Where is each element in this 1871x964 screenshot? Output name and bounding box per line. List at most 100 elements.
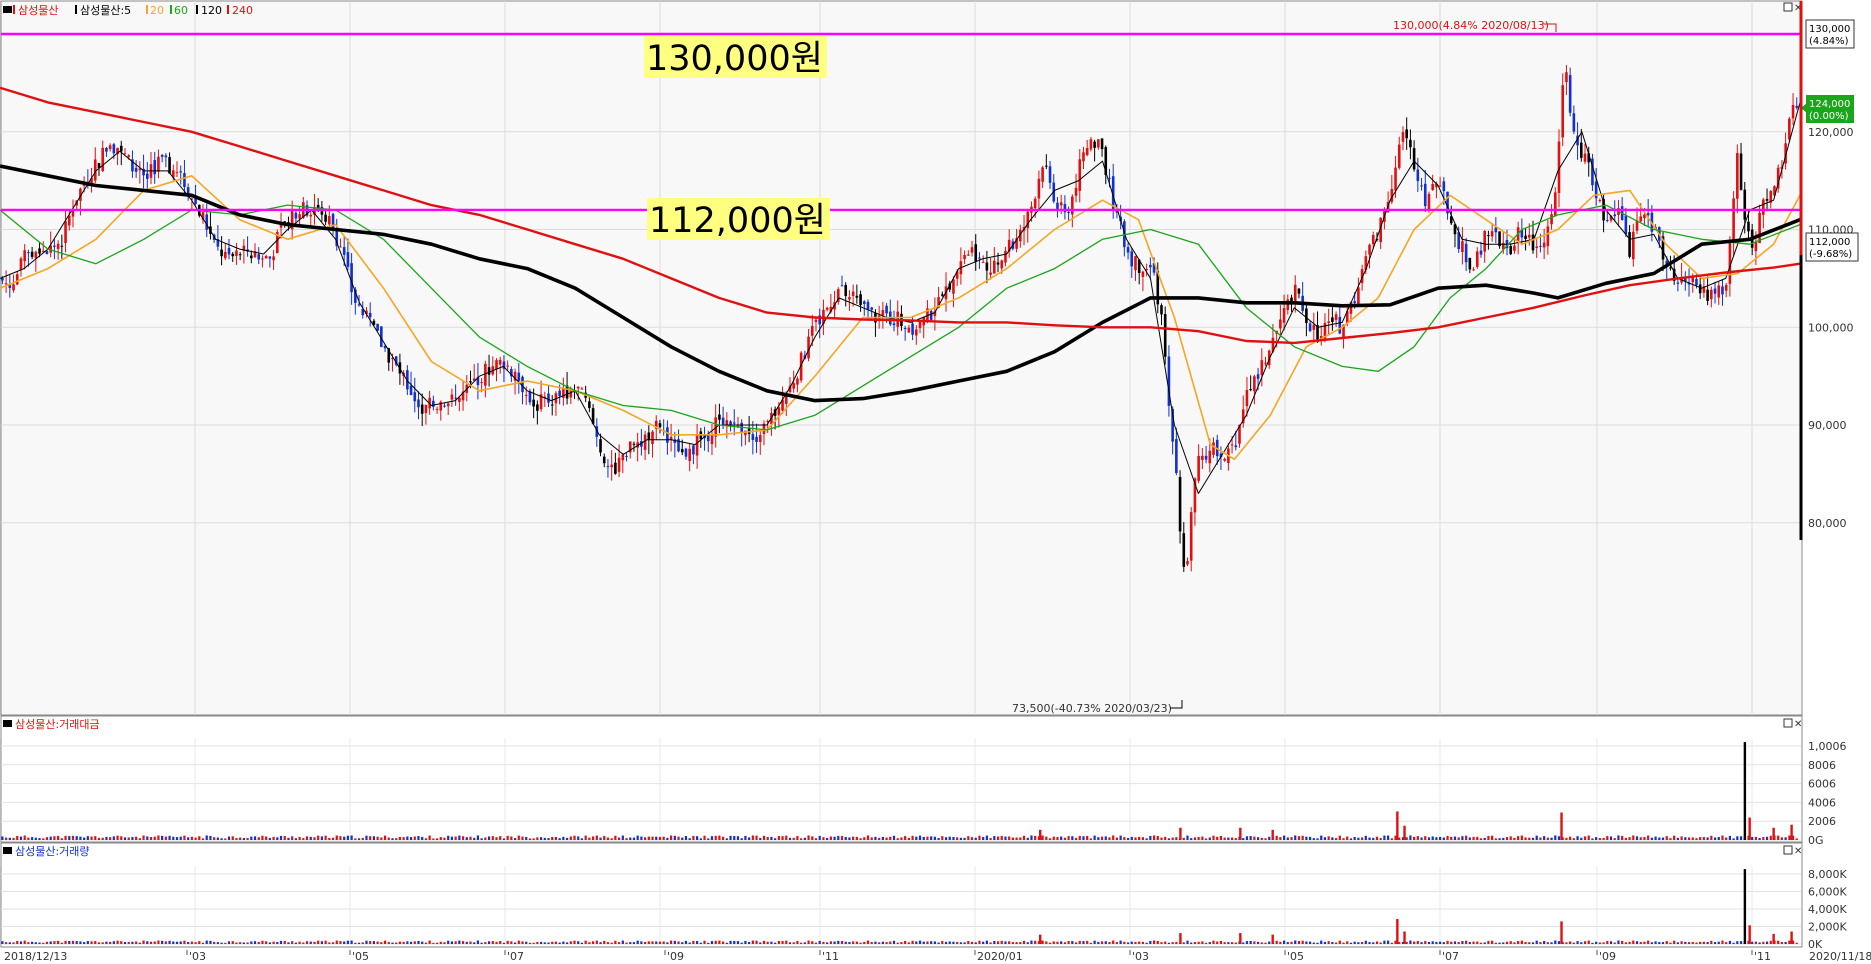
volume-bar bbox=[528, 942, 532, 944]
candle-body bbox=[1145, 268, 1148, 270]
volume-bar bbox=[1011, 837, 1014, 840]
volume-bar bbox=[840, 836, 844, 840]
candle-body bbox=[484, 363, 487, 386]
volume-bar bbox=[1394, 940, 1397, 944]
volume-bar bbox=[1795, 838, 1798, 840]
candle-body bbox=[1416, 169, 1420, 182]
amount-legend-title: 삼성물산:거래대금 bbox=[15, 718, 100, 731]
volume-bar bbox=[1401, 837, 1405, 840]
maximize-icon[interactable] bbox=[1783, 718, 1793, 728]
volume-bar bbox=[1334, 942, 1338, 944]
candle-body bbox=[532, 399, 535, 407]
volume-bar bbox=[1361, 942, 1364, 944]
amount-panel-window-buttons[interactable]: ✕ bbox=[1783, 718, 1802, 730]
candle-body bbox=[1115, 210, 1119, 213]
price-panel-window-buttons[interactable]: ✕ bbox=[1783, 2, 1802, 14]
volume-bar bbox=[1769, 940, 1772, 944]
volume-bar bbox=[1491, 835, 1494, 840]
volume-bar bbox=[499, 836, 502, 840]
close-icon[interactable]: ✕ bbox=[1794, 846, 1802, 857]
volume-bar bbox=[539, 941, 543, 944]
volume-bar bbox=[1613, 838, 1616, 840]
legend-ma120: 120 bbox=[201, 4, 222, 17]
volume-bar bbox=[1621, 835, 1624, 840]
maximize-icon[interactable] bbox=[1783, 2, 1793, 12]
candle-body bbox=[1197, 455, 1200, 481]
candle-body bbox=[361, 308, 365, 316]
volume-bar bbox=[543, 837, 546, 840]
close-icon[interactable]: ✕ bbox=[1794, 3, 1802, 14]
volume-bar bbox=[1528, 837, 1531, 840]
volume-bar bbox=[1431, 941, 1434, 944]
candle-body bbox=[1546, 226, 1550, 247]
volume-bar bbox=[465, 941, 468, 944]
volume-bar bbox=[1149, 940, 1152, 944]
volume-bar bbox=[1327, 941, 1330, 944]
volume-bar bbox=[12, 942, 15, 944]
volume-bar bbox=[116, 940, 119, 944]
volume-bar bbox=[164, 941, 167, 944]
volume-bar bbox=[718, 940, 721, 944]
volume-bar bbox=[1301, 940, 1304, 944]
volume-bar bbox=[1457, 837, 1460, 840]
volume-bar bbox=[1245, 836, 1249, 840]
volume-bar bbox=[1565, 942, 1568, 944]
candle-body bbox=[1710, 289, 1713, 300]
volume-bar bbox=[1346, 836, 1349, 840]
candle-body bbox=[1676, 282, 1680, 284]
volume-bar bbox=[413, 941, 416, 944]
volume-bar bbox=[889, 836, 892, 840]
volume-bar bbox=[1439, 941, 1442, 944]
volume-bar bbox=[510, 836, 513, 840]
candle-body bbox=[1316, 325, 1319, 343]
candle-body bbox=[1293, 284, 1297, 304]
volume-bar bbox=[64, 835, 67, 840]
candle-body bbox=[799, 352, 803, 381]
volume-bar bbox=[1320, 835, 1323, 840]
volume-bar bbox=[1721, 940, 1724, 944]
candle-body bbox=[376, 323, 379, 331]
volume-bar bbox=[1535, 940, 1538, 944]
volume-bar bbox=[1669, 838, 1672, 840]
volume-spike bbox=[1790, 931, 1793, 944]
volume-bar bbox=[1004, 836, 1007, 840]
candle-body bbox=[168, 157, 171, 174]
volume-bar bbox=[268, 942, 271, 944]
volume-panel-window-buttons[interactable]: ✕ bbox=[1783, 845, 1802, 857]
volume-bar bbox=[930, 836, 933, 840]
volume-bar bbox=[138, 942, 141, 944]
volume-bar bbox=[1420, 942, 1423, 944]
candle-body bbox=[175, 172, 179, 174]
volume-bar bbox=[573, 835, 576, 840]
volume-bar bbox=[826, 942, 829, 944]
candle-body bbox=[1728, 239, 1732, 284]
candle-body bbox=[480, 382, 483, 384]
volume-bar bbox=[447, 940, 450, 944]
volume-bar bbox=[996, 836, 1000, 840]
volume-bar bbox=[450, 941, 454, 944]
volume-bar bbox=[1543, 941, 1546, 944]
volume-bar bbox=[68, 941, 71, 944]
volume-bar bbox=[696, 836, 699, 840]
volume-bar bbox=[1249, 940, 1252, 944]
volume-bar bbox=[1650, 837, 1653, 840]
volume-bar bbox=[23, 835, 26, 840]
maximize-icon[interactable] bbox=[1783, 845, 1793, 855]
volume-spike bbox=[1239, 827, 1242, 840]
label-130k-highlight bbox=[644, 36, 827, 78]
candle-body bbox=[112, 144, 116, 154]
candle-body bbox=[606, 466, 610, 468]
volume-bar bbox=[826, 837, 829, 840]
volume-bar bbox=[149, 941, 153, 944]
candle-body bbox=[1513, 245, 1516, 251]
volume-bar bbox=[179, 941, 182, 944]
volume-bar bbox=[1684, 941, 1687, 944]
candle-body bbox=[294, 212, 298, 219]
candle-body bbox=[1539, 245, 1542, 247]
candle-body bbox=[1171, 408, 1174, 442]
volume-bar bbox=[1680, 836, 1683, 840]
candle-body bbox=[1483, 230, 1487, 252]
close-icon[interactable]: ✕ bbox=[1794, 719, 1802, 730]
candle-body bbox=[1684, 277, 1687, 282]
volume-bar bbox=[1658, 837, 1661, 840]
